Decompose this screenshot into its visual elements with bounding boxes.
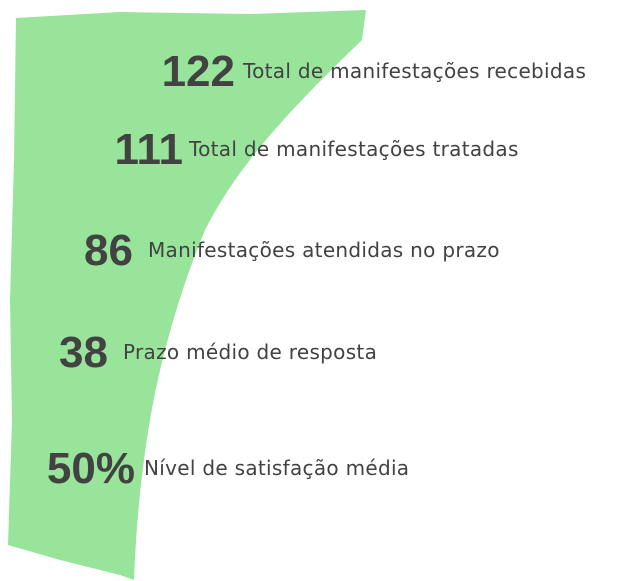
stat-value: 50% [47, 444, 135, 493]
stat-value: 111 [114, 125, 183, 174]
stat-label: Nível de satisfação média [144, 456, 409, 480]
stat-label: Manifestações atendidas no prazo [148, 238, 500, 262]
stat-label: Prazo médio de resposta [123, 340, 377, 364]
stat-label: Total de manifestações recebidas [242, 59, 586, 83]
stat-value: 38 [59, 328, 108, 377]
stat-label: Total de manifestações tratadas [188, 137, 519, 161]
green-shape [8, 10, 366, 580]
stat-value: 86 [84, 226, 133, 275]
stat-value: 122 [162, 47, 235, 96]
